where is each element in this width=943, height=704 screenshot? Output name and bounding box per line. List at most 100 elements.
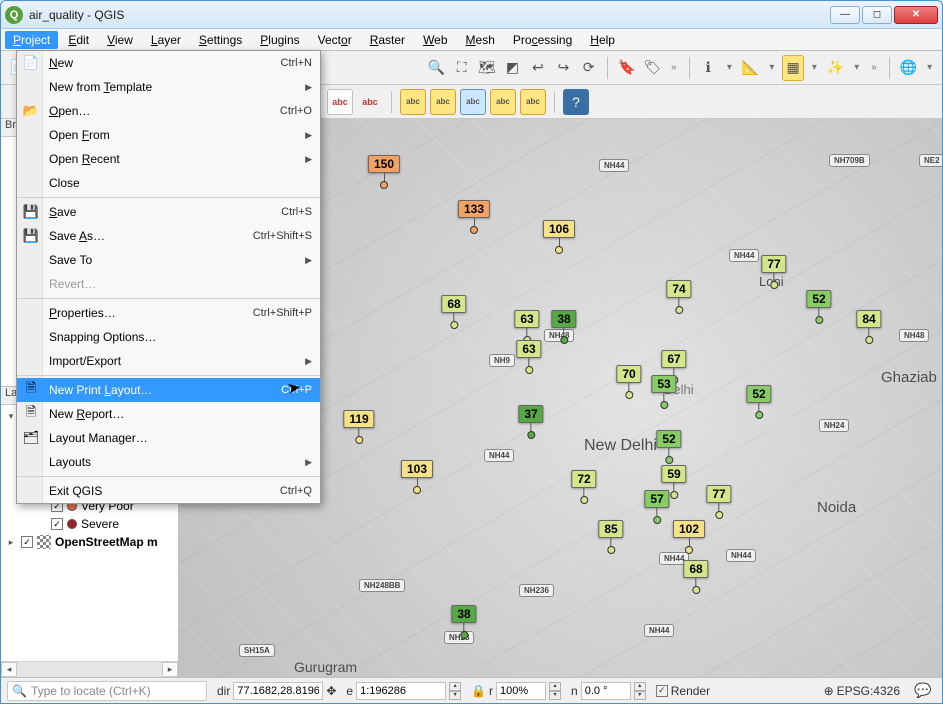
label-y-1[interactable]: abc: [400, 89, 426, 115]
aq-marker[interactable]: 57: [644, 490, 669, 524]
magnifier-input[interactable]: [496, 682, 546, 700]
toolbar-overflow-1[interactable]: »: [671, 62, 677, 73]
maximize-button[interactable]: ◻: [862, 6, 892, 24]
minimize-button[interactable]: —: [830, 6, 860, 24]
menu-item-snapping-options-[interactable]: Snapping Options…: [17, 325, 320, 349]
menu-web[interactable]: Web: [415, 31, 455, 49]
aq-marker[interactable]: 68: [683, 560, 708, 594]
menu-project[interactable]: Project: [5, 31, 58, 49]
menu-item-open-[interactable]: 📂Open…Ctrl+O: [17, 99, 320, 123]
menu-item-new-print-layout-[interactable]: 🗎New Print Layout…Ctrl+P: [17, 378, 320, 402]
aq-marker[interactable]: 85: [598, 520, 623, 554]
legend-Severe[interactable]: Severe: [81, 517, 119, 531]
coordinate-input[interactable]: [233, 682, 323, 700]
menu-item-layouts[interactable]: Layouts▶: [17, 450, 320, 474]
refresh-icon[interactable]: ⟳: [578, 55, 599, 81]
menu-item-layout-manager-[interactable]: 🗂Layout Manager…: [17, 426, 320, 450]
aq-marker[interactable]: 68: [441, 295, 466, 329]
locator-input[interactable]: 🔍 Type to locate (Ctrl+K): [7, 681, 207, 701]
label-y-3[interactable]: abc: [460, 89, 486, 115]
crs-label[interactable]: EPSG:4326: [837, 684, 900, 698]
label-abc-2[interactable]: abc: [357, 89, 383, 115]
layer-osm[interactable]: OpenStreetMap m: [55, 535, 158, 549]
menu-item-open-recent[interactable]: Open Recent▶: [17, 147, 320, 171]
road-shield: NE2: [919, 154, 942, 167]
menu-item-close[interactable]: Close: [17, 171, 320, 195]
lock-icon[interactable]: 🔒: [471, 684, 486, 698]
menu-item-save-as-[interactable]: 💾Save As…Ctrl+Shift+S: [17, 224, 320, 248]
road-shield: NH44: [726, 549, 756, 562]
menu-edit[interactable]: Edit: [60, 31, 97, 49]
rotation-input[interactable]: [581, 682, 631, 700]
measure-icon[interactable]: 📐: [740, 55, 761, 81]
messages-icon[interactable]: 💬: [910, 678, 936, 704]
menu-item-properties-[interactable]: Properties…Ctrl+Shift+P: [17, 301, 320, 325]
legend-Severe-checkbox[interactable]: ✓: [51, 518, 63, 530]
aq-marker[interactable]: 84: [856, 310, 881, 344]
crs-icon[interactable]: ⊕: [824, 684, 834, 698]
aq-marker[interactable]: 53: [651, 375, 676, 409]
menu-plugins[interactable]: Plugins: [252, 31, 307, 49]
aq-marker[interactable]: 77: [761, 255, 786, 289]
menu-settings[interactable]: Settings: [191, 31, 250, 49]
aq-marker[interactable]: 133: [458, 200, 490, 234]
aq-marker[interactable]: 63: [514, 310, 539, 344]
extents-icon[interactable]: ✥: [326, 684, 336, 698]
zoom-layer-icon[interactable]: 🗺: [476, 55, 497, 81]
layers-hscroll[interactable]: ◂▸: [1, 661, 178, 677]
menu-processing[interactable]: Processing: [505, 31, 580, 49]
statusbar: 🔍 Type to locate (Ctrl+K) dir ✥ e ▴▾ 🔒 r…: [1, 677, 942, 703]
web-icon[interactable]: 🌐: [898, 55, 919, 81]
bookmark-icon[interactable]: 🔖: [616, 55, 637, 81]
aq-marker[interactable]: 119: [343, 410, 374, 444]
zoom-sel-icon[interactable]: ◩: [502, 55, 523, 81]
aq-marker[interactable]: 70: [616, 365, 641, 399]
aq-marker[interactable]: 63: [516, 340, 541, 374]
aq-marker[interactable]: 38: [551, 310, 576, 344]
label-y-5[interactable]: abc: [520, 89, 546, 115]
select-icon[interactable]: ▦: [782, 55, 803, 81]
aq-marker[interactable]: 150: [368, 155, 400, 189]
aq-marker[interactable]: 37: [518, 405, 543, 439]
aq-marker[interactable]: 77: [706, 485, 731, 519]
zoom-next-icon[interactable]: ↪: [553, 55, 574, 81]
menu-layer[interactable]: Layer: [143, 31, 189, 49]
aq-marker[interactable]: 103: [401, 460, 433, 494]
zoom-out-icon[interactable]: 🔍: [426, 55, 447, 81]
aq-marker[interactable]: 72: [571, 470, 596, 504]
menu-vector[interactable]: Vector: [310, 31, 360, 49]
label-abc-1[interactable]: abc: [327, 89, 353, 115]
menu-help[interactable]: Help: [582, 31, 623, 49]
menu-mesh[interactable]: Mesh: [458, 31, 503, 49]
aq-marker[interactable]: 52: [806, 290, 831, 324]
identify-icon[interactable]: ℹ: [697, 55, 718, 81]
menu-item-open-from[interactable]: Open From▶: [17, 123, 320, 147]
zoom-last-icon[interactable]: ↩: [527, 55, 548, 81]
bookmark2-icon[interactable]: 🏷: [642, 55, 663, 81]
label-y-4[interactable]: abc: [490, 89, 516, 115]
menu-item-save-to[interactable]: Save To▶: [17, 248, 320, 272]
menu-item-exit-qgis[interactable]: Exit QGISCtrl+Q: [17, 479, 320, 503]
menu-item-import-export[interactable]: Import/Export▶: [17, 349, 320, 373]
menu-view[interactable]: View: [99, 31, 141, 49]
menu-item-save[interactable]: 💾SaveCtrl+S: [17, 200, 320, 224]
aq-marker[interactable]: 102: [673, 520, 705, 554]
aq-marker[interactable]: 52: [656, 430, 681, 464]
scale-input[interactable]: [356, 682, 446, 700]
label-y-2[interactable]: abc: [430, 89, 456, 115]
menu-raster[interactable]: Raster: [362, 31, 413, 49]
aq-marker[interactable]: 52: [746, 385, 771, 419]
deselect-icon[interactable]: ✨: [825, 55, 846, 81]
zoom-full-icon[interactable]: ⛶: [451, 55, 472, 81]
menu-item-new[interactable]: 📄NewCtrl+N: [17, 51, 320, 75]
layer-osm-checkbox[interactable]: ✓: [21, 536, 33, 548]
aq-marker[interactable]: 106: [543, 220, 575, 254]
close-button[interactable]: ✕: [894, 6, 938, 24]
menu-item-new-report-[interactable]: 🗎New Report…: [17, 402, 320, 426]
menu-item-new-from-template[interactable]: New from Template▶: [17, 75, 320, 99]
help-icon[interactable]: ?: [563, 89, 589, 115]
aq-marker[interactable]: 74: [666, 280, 691, 314]
toolbar-overflow-2[interactable]: »: [871, 62, 877, 73]
render-checkbox[interactable]: ✓: [656, 685, 668, 697]
aq-marker[interactable]: 38: [451, 605, 476, 639]
